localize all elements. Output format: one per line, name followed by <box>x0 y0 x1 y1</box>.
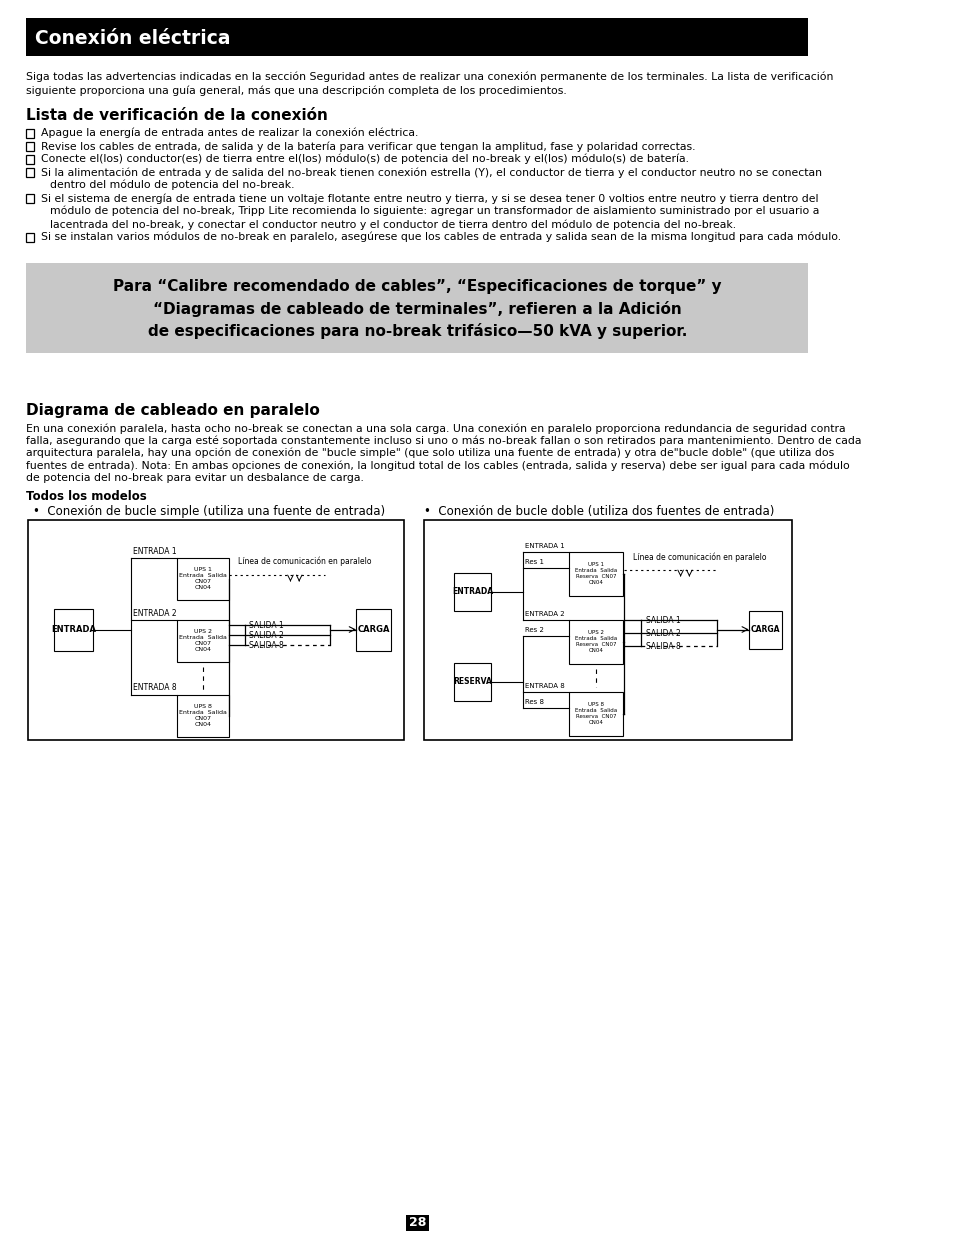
Bar <box>27 263 807 353</box>
Text: ENTRADA 2: ENTRADA 2 <box>524 610 564 616</box>
Text: En una conexión paralela, hasta ocho no-break se conectan a una sola carga. Una : En una conexión paralela, hasta ocho no-… <box>27 424 845 433</box>
Text: ENTRADA 1: ENTRADA 1 <box>132 547 176 556</box>
Text: fuentes de entrada). Nota: En ambas opciones de conexión, la longitud total de l: fuentes de entrada). Nota: En ambas opci… <box>27 461 849 471</box>
Text: 28: 28 <box>408 1216 426 1230</box>
Text: UPS 2
Entrada  Salida
Reserva  CN07
CN04: UPS 2 Entrada Salida Reserva CN07 CN04 <box>574 630 617 653</box>
Text: Siga todas las advertencias indicadas en la sección Seguridad antes de realizar : Siga todas las advertencias indicadas en… <box>27 72 833 83</box>
Bar <box>568 692 622 736</box>
Text: ENTRADA 8: ENTRADA 8 <box>524 683 564 688</box>
Text: ENTRADA: ENTRADA <box>452 587 493 597</box>
Text: Si se instalan varios módulos de no-break en paralelo, asegúrese que los cables : Si se instalan varios módulos de no-brea… <box>41 232 841 242</box>
Text: UPS 1
Entrada  Salida
CN07
CN04: UPS 1 Entrada Salida CN07 CN04 <box>179 567 227 589</box>
Bar <box>27 154 34 163</box>
Bar <box>454 573 490 610</box>
Text: SALIDA 2: SALIDA 2 <box>249 631 284 640</box>
Bar <box>424 520 791 740</box>
Text: UPS 2
Entrada  Salida
CN07
CN04: UPS 2 Entrada Salida CN07 CN04 <box>179 630 227 652</box>
Bar <box>53 609 93 651</box>
Text: Si la alimentación de entrada y de salida del no-break tienen conexión estrella : Si la alimentación de entrada y de salid… <box>41 167 821 178</box>
Bar <box>568 552 622 595</box>
Text: ENTRADA 1: ENTRADA 1 <box>524 542 564 548</box>
Text: Conecte el(los) conductor(es) de tierra entre el(los) módulo(s) de potencia del : Conecte el(los) conductor(es) de tierra … <box>41 154 688 164</box>
Text: SALIDA 8: SALIDA 8 <box>645 642 679 651</box>
Bar <box>27 19 807 56</box>
Text: SALIDA 2: SALIDA 2 <box>645 629 679 638</box>
Text: Diagrama de cableado en paralelo: Diagrama de cableado en paralelo <box>27 403 319 417</box>
Text: lacentrada del no-break, y conectar el conductor neutro y el conductor de tierra: lacentrada del no-break, y conectar el c… <box>50 219 735 230</box>
Text: ENTRADA 2: ENTRADA 2 <box>132 609 176 618</box>
Text: Lista de verificación de la conexión: Lista de verificación de la conexión <box>27 107 328 124</box>
Text: SALIDA 8: SALIDA 8 <box>249 641 284 650</box>
Text: SALIDA 1: SALIDA 1 <box>249 621 284 630</box>
Bar <box>176 620 229 662</box>
Text: Línea de comunicación en paralelo: Línea de comunicación en paralelo <box>632 552 765 562</box>
Bar <box>27 142 34 151</box>
Text: módulo de potencia del no-break, Tripp Lite recomienda lo siguiente: agregar un : módulo de potencia del no-break, Tripp L… <box>50 206 819 216</box>
Bar <box>355 609 391 651</box>
Bar <box>568 620 622 663</box>
Text: de potencia del no-break para evitar un desbalance de carga.: de potencia del no-break para evitar un … <box>27 473 364 483</box>
Text: Conexión eléctrica: Conexión eléctrica <box>35 28 231 47</box>
Text: ENTRADA 8: ENTRADA 8 <box>132 683 176 693</box>
Text: ENTRADA: ENTRADA <box>51 625 96 634</box>
Text: RESERVA: RESERVA <box>453 677 492 685</box>
Bar <box>406 1215 428 1231</box>
Bar <box>176 694 229 736</box>
Text: UPS 8
Entrada  Salida
CN07
CN04: UPS 8 Entrada Salida CN07 CN04 <box>179 704 227 726</box>
Text: •  Conexión de bucle simple (utiliza una fuente de entrada): • Conexión de bucle simple (utiliza una … <box>33 505 385 519</box>
Text: CARGA: CARGA <box>357 625 390 634</box>
Bar <box>27 168 34 177</box>
Bar <box>176 557 229 599</box>
Text: Si el sistema de energía de entrada tiene un voltaje flotante entre neutro y tie: Si el sistema de energía de entrada tien… <box>41 193 818 204</box>
Text: Para “Calibre recomendado de cables”, “Especificaciones de torque” y: Para “Calibre recomendado de cables”, “E… <box>112 279 720 294</box>
Text: UPS 8
Entrada  Salida
Reserva  CN07
CN04: UPS 8 Entrada Salida Reserva CN07 CN04 <box>574 703 617 725</box>
Text: Revise los cables de entrada, de salida y de la batería para verificar que tenga: Revise los cables de entrada, de salida … <box>41 141 695 152</box>
Text: de especificaciones para no-break trifásico—50 kVA y superior.: de especificaciones para no-break trifás… <box>148 324 686 338</box>
Text: falla, asegurando que la carga esté soportada constantemente incluso si uno o má: falla, asegurando que la carga esté sopo… <box>27 436 861 446</box>
Text: Res 8: Res 8 <box>524 699 543 705</box>
Bar <box>27 128 34 137</box>
Bar <box>28 520 404 740</box>
Bar <box>27 232 34 242</box>
Text: siguiente proporciona una guía general, más que una descripción completa de los : siguiente proporciona una guía general, … <box>27 85 566 95</box>
Text: Res 1: Res 1 <box>524 559 543 566</box>
Text: Apague la energía de entrada antes de realizar la conexión eléctrica.: Apague la energía de entrada antes de re… <box>41 128 418 138</box>
Bar <box>454 662 490 700</box>
Text: Línea de comunicación en paralelo: Línea de comunicación en paralelo <box>237 557 371 567</box>
Text: UPS 1
Entrada  Salida
Reserva  CN07
CN04: UPS 1 Entrada Salida Reserva CN07 CN04 <box>574 562 617 584</box>
Bar <box>27 194 34 203</box>
Text: CARGA: CARGA <box>750 625 780 634</box>
Text: SALIDA 1: SALIDA 1 <box>645 616 679 625</box>
Bar <box>748 610 781 648</box>
Text: arquitectura paralela, hay una opción de conexión de "bucle simple" (que solo ut: arquitectura paralela, hay una opción de… <box>27 448 834 458</box>
Text: dentro del módulo de potencia del no-break.: dentro del módulo de potencia del no-bre… <box>50 180 294 190</box>
Text: “Diagramas de cableado de terminales”, refieren a la Adición: “Diagramas de cableado de terminales”, r… <box>152 301 681 317</box>
Text: Res 2: Res 2 <box>524 627 543 634</box>
Text: Todos los modelos: Todos los modelos <box>27 489 147 503</box>
Text: •  Conexión de bucle doble (utiliza dos fuentes de entrada): • Conexión de bucle doble (utiliza dos f… <box>424 505 774 519</box>
